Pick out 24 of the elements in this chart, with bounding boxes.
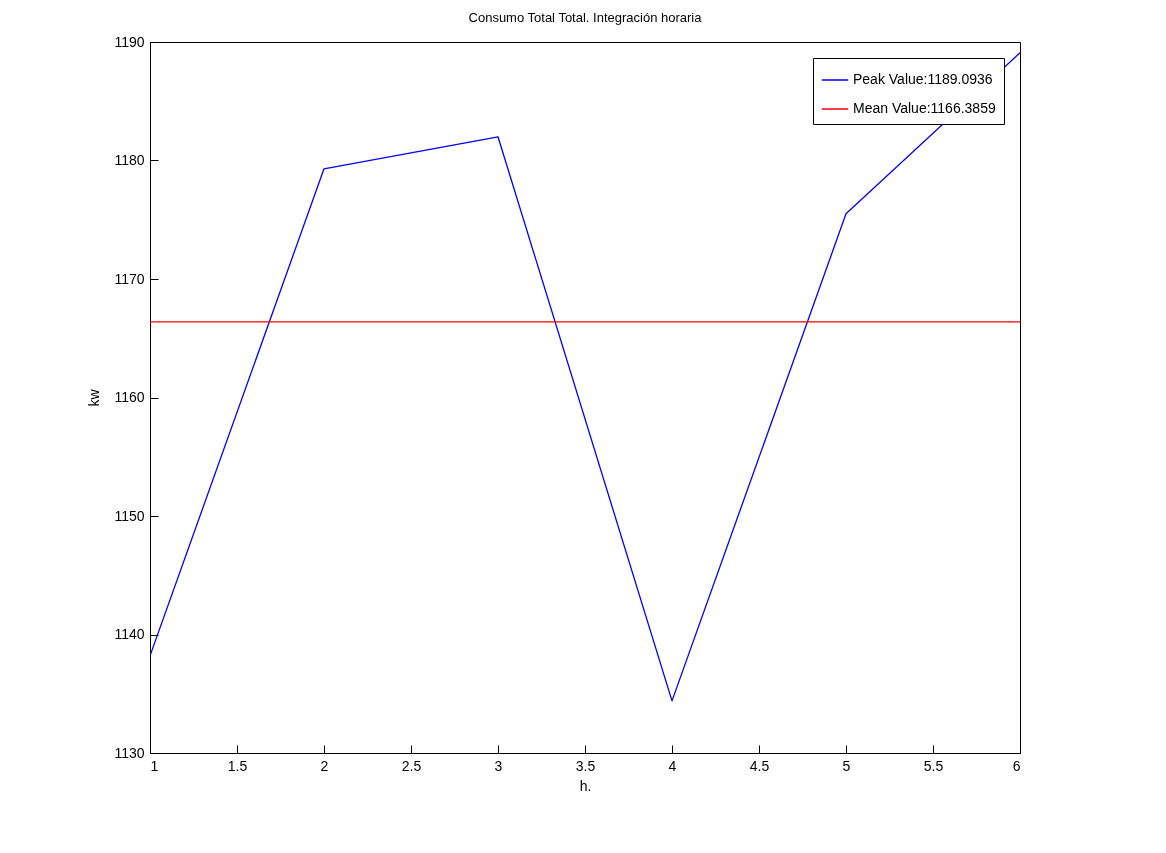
y-tick-label: 1170 xyxy=(114,270,145,287)
legend-label: Mean Value:1166.3859 xyxy=(853,100,996,116)
x-tick-label: 3 xyxy=(494,757,503,774)
y-tick-label: 1190 xyxy=(114,33,145,50)
x-tick-label: 6 xyxy=(1012,757,1021,774)
x-axis-title: h. xyxy=(579,777,592,794)
x-tick-label: 1 xyxy=(150,757,159,774)
y-tick-label: 1130 xyxy=(114,744,145,761)
x-tick-label: 2.5 xyxy=(401,757,422,774)
x-tick-label: 4 xyxy=(668,757,677,774)
x-tick-label: 4.5 xyxy=(749,757,770,774)
x-tick-label: 5 xyxy=(842,757,851,774)
x-tick-label: 1.5 xyxy=(227,757,248,774)
y-tick-label: 1160 xyxy=(114,389,145,405)
y-axis-title: kw xyxy=(86,388,103,407)
line-series xyxy=(150,52,1020,702)
x-tick-label: 3.5 xyxy=(575,757,596,774)
chart-title: Consumo Total Total. Integración horaria xyxy=(468,10,703,25)
y-tick-label: 1150 xyxy=(114,507,145,524)
y-tick-label: 1180 xyxy=(114,152,145,168)
y-tick-label: 1140 xyxy=(114,626,145,642)
x-tick-label: 2 xyxy=(320,757,329,774)
legend-label: Peak Value:1189.0936 xyxy=(853,71,993,87)
x-tick-label: 5.5 xyxy=(923,757,944,774)
